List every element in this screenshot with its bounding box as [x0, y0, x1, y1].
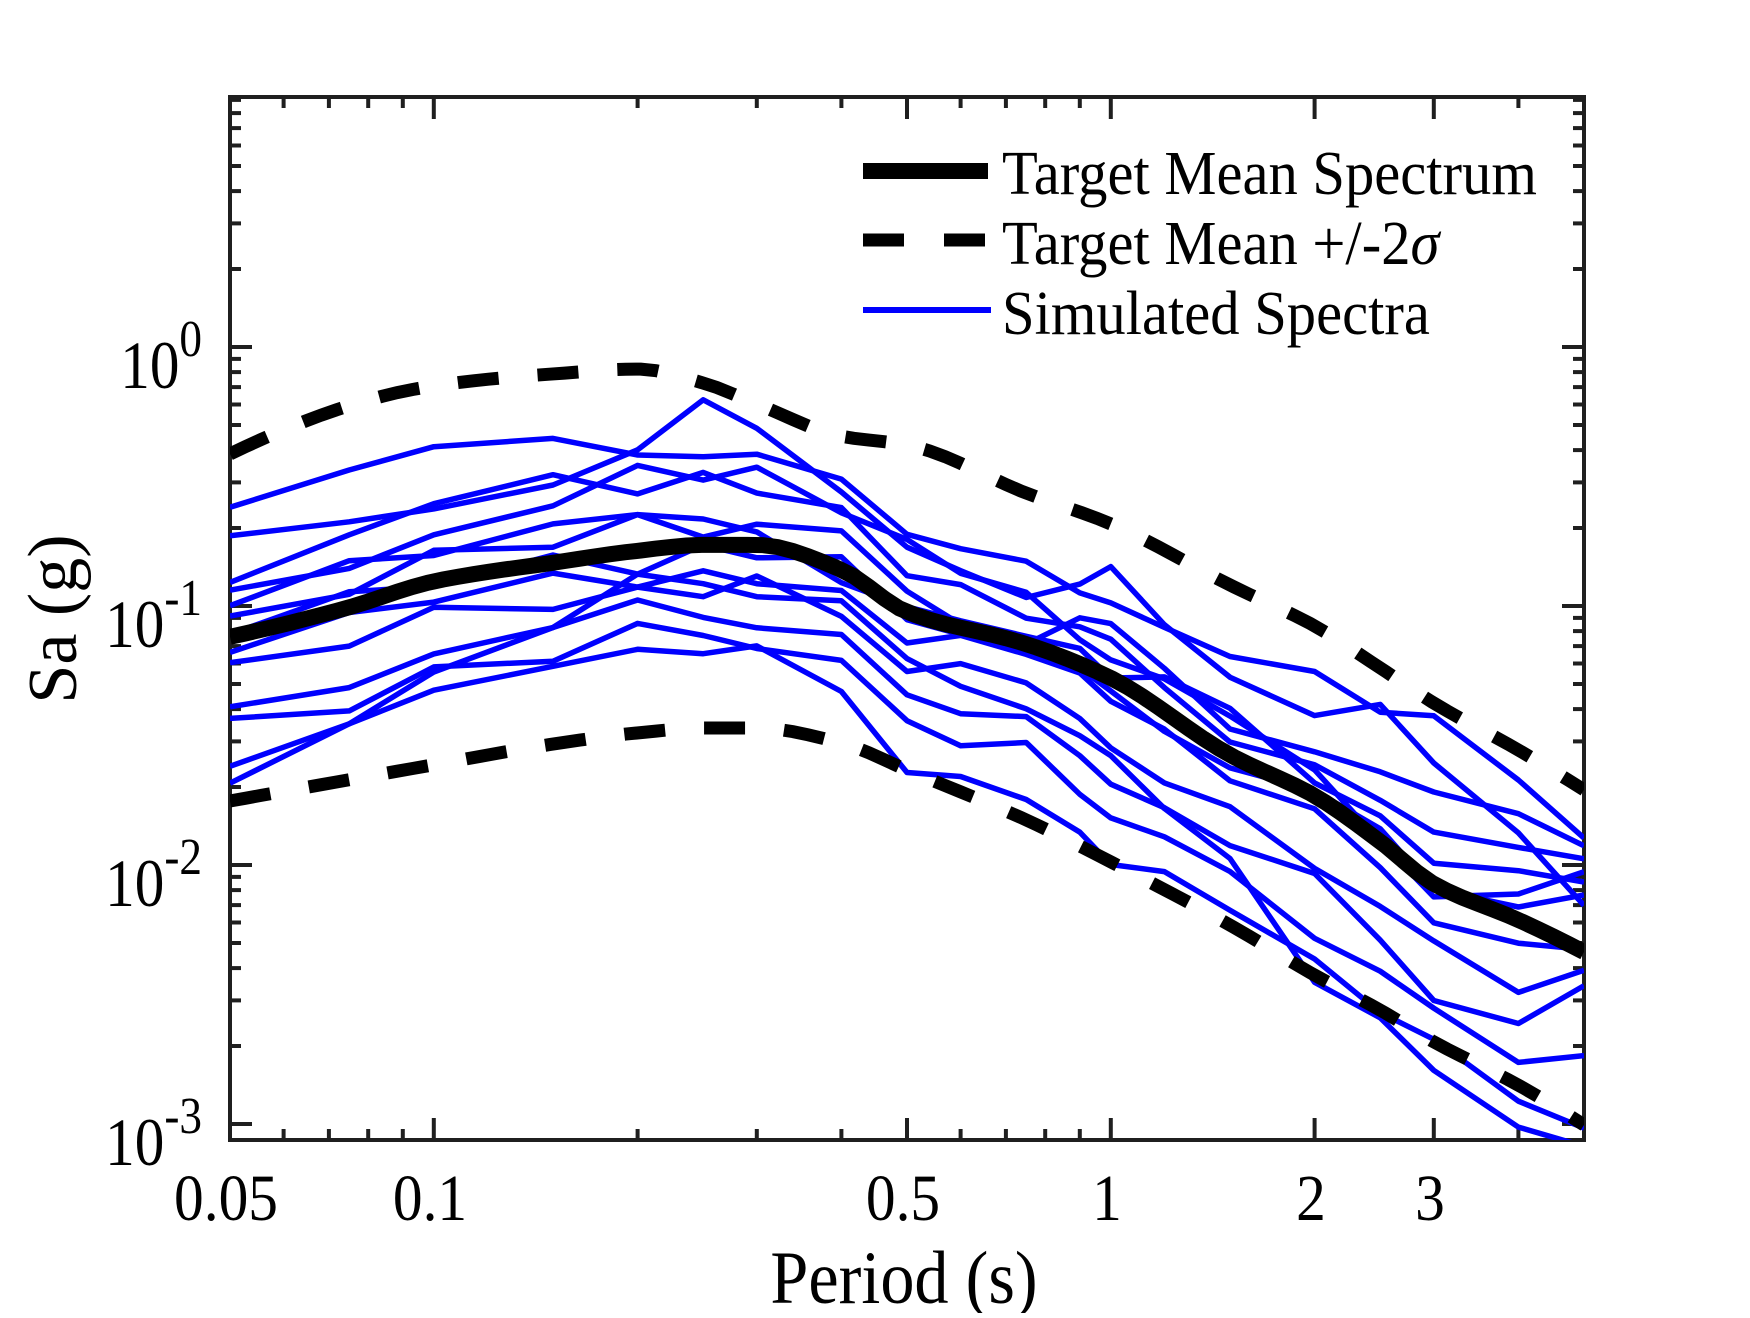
- svg-text:3: 3: [1415, 1161, 1445, 1235]
- svg-text:Target Mean +/-2σ: Target Mean +/-2σ: [1002, 209, 1441, 278]
- svg-text:Sa (g): Sa (g): [15, 534, 92, 703]
- svg-text:Simulated Spectra: Simulated Spectra: [1002, 279, 1430, 348]
- svg-text:2: 2: [1296, 1161, 1326, 1235]
- svg-text:0.05: 0.05: [174, 1161, 278, 1235]
- svg-text:0.1: 0.1: [393, 1161, 467, 1235]
- svg-text:Period (s): Period (s): [770, 1236, 1037, 1313]
- svg-text:Target Mean Spectrum: Target Mean Spectrum: [1002, 139, 1537, 208]
- svg-text:0.5: 0.5: [866, 1161, 940, 1235]
- svg-text:1: 1: [1092, 1161, 1122, 1235]
